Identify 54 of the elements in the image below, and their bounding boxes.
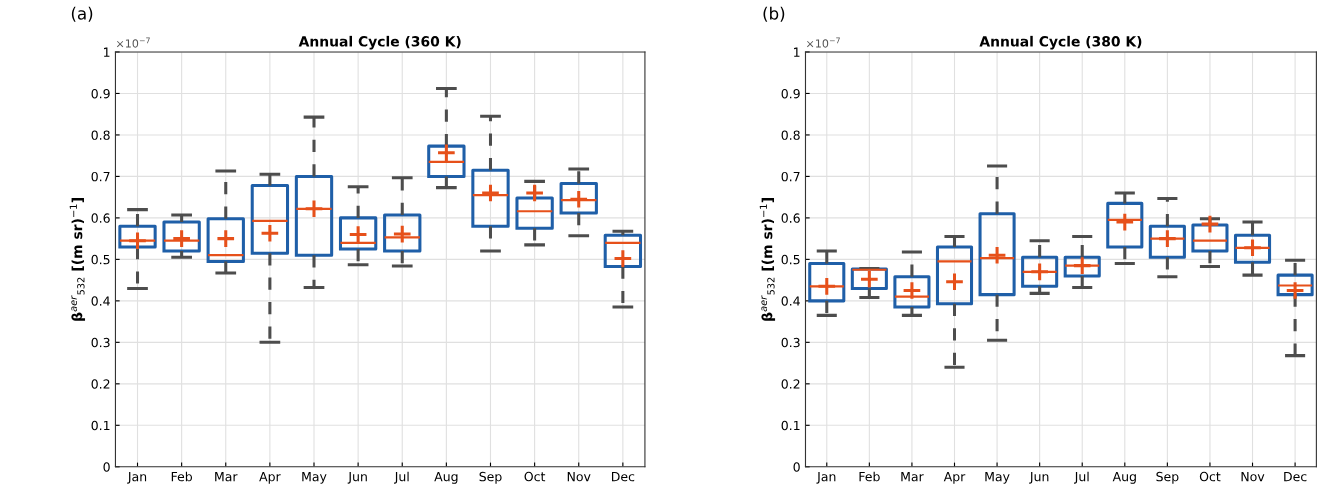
- y-tick-label: 1: [794, 47, 800, 57]
- y-tick-label: 1: [104, 47, 110, 57]
- x-tick-label: Dec: [611, 472, 635, 482]
- x-tick-label: Jul: [1074, 471, 1089, 484]
- text: ×10$^{−7}$: [116, 37, 150, 48]
- text: (a): [71, 6, 93, 22]
- x-tick-label: Apr: [259, 472, 281, 484]
- y-tick-label: 0.7: [91, 171, 110, 182]
- x-tick-label: Feb: [171, 471, 193, 482]
- x-tick-label: Jan: [816, 472, 836, 484]
- y-tick-label: 0: [103, 462, 110, 472]
- x-tick-label: Jan: [127, 472, 147, 484]
- x-tick-label: Jun: [347, 472, 367, 484]
- y-axis-title: β$^{aer}$$_{532}$ [(m sr)$^{−1}$]: [69, 198, 86, 321]
- x-tick-label: Mar: [215, 472, 238, 482]
- x-tick-label: Sep: [479, 471, 502, 484]
- x-tick-label: Apr: [943, 472, 966, 484]
- x-tick-label: Sep: [1156, 471, 1179, 484]
- y-tick-label: 0.1: [781, 420, 800, 431]
- x-tick-label: Aug: [1112, 472, 1136, 484]
- y-tick-label: 0.2: [781, 379, 800, 389]
- x-tick-label: Feb: [859, 471, 880, 482]
- y-tick-label: 0.8: [781, 130, 800, 140]
- x-tick-label: Nov: [567, 472, 591, 482]
- y-tick-label: 0.5: [781, 254, 800, 265]
- x-tick-label: Oct: [524, 471, 546, 482]
- text: ×10$^{−7}$: [807, 37, 840, 48]
- y-tick-label: 0.7: [781, 171, 800, 182]
- x-tick-label: Dec: [1284, 472, 1307, 482]
- x-tick-label: Nov: [1241, 472, 1265, 482]
- y-tick-label: 0.4: [91, 296, 110, 306]
- x-tick-label: Aug: [434, 472, 458, 484]
- y-tick-label: 0.2: [91, 379, 110, 389]
- y-axis-title: β$^{aer}$$_{532}$ [(m sr)$^{−1}$]: [759, 198, 776, 321]
- x-tick-label: Jul: [394, 471, 409, 484]
- y-tick-label: 0.3: [91, 337, 110, 348]
- y-tick-label: 0.9: [781, 88, 800, 99]
- y-tick-label: 0.8: [91, 130, 110, 140]
- y-tick-label: 0.3: [781, 337, 800, 348]
- y-tick-label: 0.1: [91, 420, 110, 431]
- y-tick-label: 0.6: [91, 213, 110, 223]
- y-tick-label: 0.6: [781, 213, 800, 223]
- x-tick-label: Oct: [1199, 471, 1221, 482]
- y-tick-label: 0.9: [91, 88, 110, 99]
- y-tick-label: 0.5: [91, 254, 110, 265]
- x-tick-label: Mar: [901, 472, 924, 482]
- y-tick-label: 0: [793, 462, 800, 472]
- x-tick-label: May: [302, 472, 327, 484]
- y-tick-label: 0.4: [781, 296, 800, 306]
- chart-title: Annual Cycle (380 K): [979, 35, 1142, 50]
- text: (b): [763, 6, 785, 22]
- x-tick-label: May: [985, 472, 1010, 484]
- x-tick-label: Jun: [1029, 472, 1049, 484]
- chart-title: Annual Cycle (360 K): [298, 35, 461, 50]
